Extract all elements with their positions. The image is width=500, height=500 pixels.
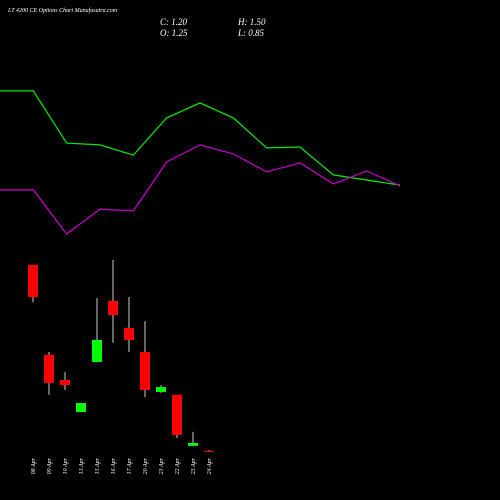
x-tick-label: 24 Apr (206, 457, 213, 474)
candle-body (172, 394, 182, 435)
x-tick-label: 15 Apr (95, 457, 101, 474)
candle-body (44, 354, 54, 383)
line-series (0, 144, 401, 235)
candle-body (140, 351, 150, 390)
candle-body (204, 450, 214, 452)
candle-body (76, 403, 86, 413)
ohlc-label: L: 0.85 (237, 28, 265, 38)
candle-body (124, 327, 134, 340)
line-series (0, 90, 401, 186)
x-tick-label: 22 Apr (175, 457, 181, 474)
chart-title: LT 4200 CE Options Chart Munafasutra.com (7, 7, 118, 14)
ohlc-label: H: 1.50 (237, 17, 266, 27)
ohlc-label: O: 1.25 (160, 28, 188, 38)
x-tick-label: 09 Apr (47, 457, 53, 474)
candle-body (188, 442, 198, 446)
x-tick-label: 16 Apr (111, 457, 117, 474)
x-tick-label: 13 Apr (79, 457, 85, 474)
x-tick-label: 23 Apr (191, 457, 197, 474)
candle-body (28, 264, 38, 298)
candle-body (92, 339, 102, 363)
x-tick-label: 20 Apr (143, 457, 149, 474)
x-tick-label: 21 Apr (159, 457, 165, 474)
x-tick-label: 17 Apr (127, 457, 133, 474)
candle-body (60, 379, 70, 386)
candle-body (156, 387, 166, 392)
x-tick-label: 08 Apr (31, 457, 37, 474)
ohlc-label: C: 1.20 (160, 17, 188, 27)
x-tick-label: 10 Apr (63, 457, 69, 474)
candle-body (108, 300, 118, 315)
